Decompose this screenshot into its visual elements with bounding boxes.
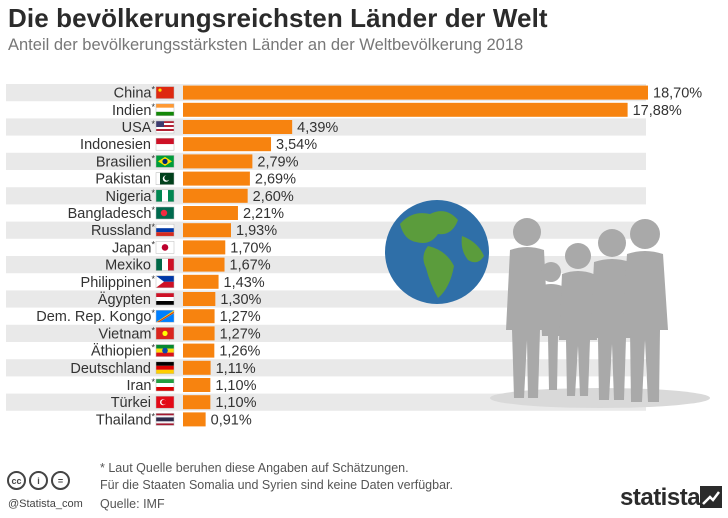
- value-label: 17,88%: [633, 103, 682, 119]
- bar: [183, 171, 250, 186]
- flag-icon: [155, 189, 175, 203]
- chart-subtitle: Anteil der bevölkerungsstärksten Länder …: [8, 36, 524, 54]
- flag-icon: [155, 258, 175, 271]
- flag-icon: [155, 172, 175, 185]
- value-label: 2,21%: [243, 206, 284, 222]
- flag-icon: [155, 103, 175, 117]
- flag-icon: [155, 155, 175, 168]
- flag-icon: [155, 241, 175, 254]
- value-label: 3,54%: [276, 137, 317, 153]
- category-label: Ägypten: [98, 291, 151, 308]
- flag-icon: [155, 275, 175, 289]
- value-label: 4,39%: [297, 120, 338, 136]
- bar: [183, 223, 231, 238]
- bar: [183, 412, 206, 427]
- flag-icon: [155, 206, 175, 220]
- bar: [183, 120, 293, 134]
- category-label: Japan*: [112, 239, 156, 256]
- value-label: 0,91%: [211, 412, 252, 428]
- flag-icon: [155, 120, 175, 134]
- value-label: 1,27%: [220, 326, 261, 342]
- value-label: 2,79%: [257, 154, 298, 170]
- bar: [183, 85, 648, 100]
- flag-icon: [155, 378, 175, 392]
- flag-icon: [155, 292, 175, 306]
- footnote-missing-data: Für die Staaten Somalia und Syrien sind …: [100, 478, 453, 492]
- people-silhouettes: [490, 218, 710, 408]
- no-derivatives-icon: =: [51, 471, 70, 490]
- category-label: China*: [114, 85, 156, 102]
- bar: [183, 309, 215, 324]
- bar: [183, 395, 211, 410]
- category-label: Mexiko: [105, 258, 151, 274]
- value-label: 1,10%: [215, 395, 256, 411]
- flag-icon: [155, 344, 175, 357]
- flag-icon: [155, 361, 175, 375]
- value-label: 1,26%: [219, 344, 260, 360]
- flag-icon: [155, 86, 175, 99]
- value-label: 1,93%: [236, 223, 277, 239]
- bar: [183, 292, 216, 306]
- flag-icon: [155, 395, 175, 409]
- bar: [183, 274, 219, 289]
- category-label: Bangladesch*: [68, 205, 156, 222]
- bar: [183, 102, 628, 117]
- bar: [183, 326, 215, 341]
- category-label: Deutschland: [70, 361, 151, 377]
- value-label: 2,60%: [253, 189, 294, 205]
- category-label: Äthiopien*: [91, 343, 155, 360]
- bar: [183, 360, 211, 375]
- value-label: 1,67%: [230, 258, 271, 274]
- value-label: 1,10%: [215, 378, 256, 394]
- attribution-icon: i: [29, 471, 48, 490]
- bar: [183, 257, 225, 272]
- license-icons: cc i =: [7, 471, 70, 490]
- flag-icon: [155, 137, 175, 151]
- flag-icon: [155, 327, 175, 340]
- bar: [183, 343, 215, 358]
- value-label: 1,43%: [224, 275, 265, 291]
- category-label: Vietnam*: [99, 325, 156, 342]
- flag-icon: [155, 309, 175, 323]
- value-label: 18,70%: [653, 86, 702, 102]
- bar: [183, 378, 211, 392]
- category-label: Philippinen*: [81, 274, 156, 291]
- category-label: Russland*: [91, 222, 155, 239]
- category-label: Türkei: [111, 395, 151, 411]
- statista-logo-icon: [700, 486, 722, 508]
- category-label: Iran*: [126, 377, 155, 394]
- category-label: Indien*: [112, 102, 156, 119]
- category-label: Dem. Rep. Kongo*: [36, 308, 155, 325]
- value-label: 2,69%: [255, 172, 296, 188]
- value-label: 1,70%: [230, 240, 271, 256]
- bar: [183, 154, 253, 169]
- value-label: 1,30%: [220, 292, 261, 308]
- value-label: 1,27%: [220, 309, 261, 325]
- globe-illustration: [385, 200, 489, 304]
- bar: [183, 206, 238, 220]
- chart-title: Die bevölkerungsreichsten Länder der Wel…: [8, 3, 548, 33]
- flag-icon: [155, 413, 175, 426]
- category-label: USA*: [122, 119, 156, 136]
- value-label: 1,11%: [216, 361, 256, 377]
- bar: [183, 137, 272, 152]
- statista-logo-text[interactable]: statista: [620, 484, 701, 511]
- bar: [183, 240, 226, 255]
- row-stripe: [6, 187, 646, 205]
- statista-handle[interactable]: @Statista_com: [8, 498, 83, 510]
- bar-chart: China* 18,70% Indien* 17,88% USA* 4,39% Indone…: [6, 84, 710, 428]
- bar: [183, 188, 248, 203]
- category-label: Pakistan: [95, 172, 151, 188]
- footnote-estimates: * Laut Quelle beruhen diese Angaben auf …: [100, 461, 409, 475]
- category-label: Thailand*: [96, 411, 156, 428]
- creative-commons-icon: cc: [7, 471, 26, 490]
- category-label: Nigeria*: [106, 188, 156, 205]
- source-note: Quelle: IMF: [100, 497, 165, 511]
- category-label: Brasilien*: [96, 153, 156, 170]
- category-label: Indonesien: [80, 137, 151, 153]
- flag-icon: [155, 223, 175, 237]
